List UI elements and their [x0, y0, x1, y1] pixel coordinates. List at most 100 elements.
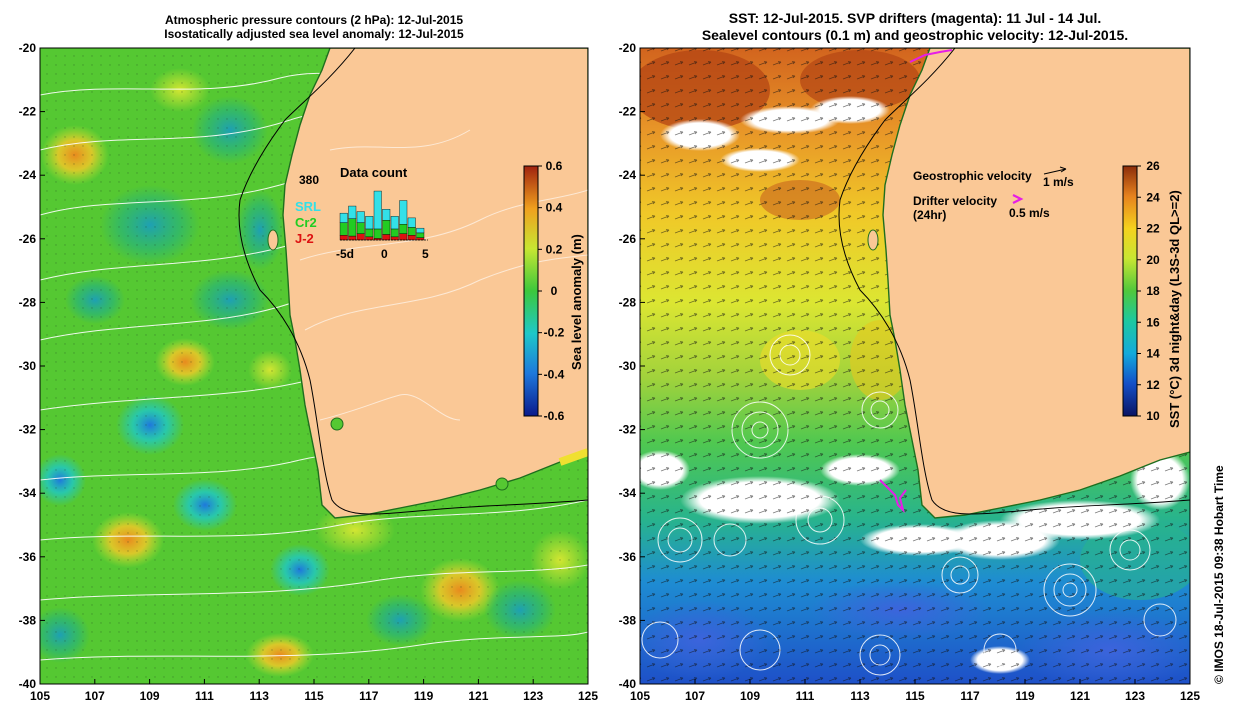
drifter-label-24hr: (24hr)	[913, 208, 946, 222]
data-count-bars	[339, 190, 425, 241]
australia-land-right	[867, 48, 1190, 519]
geostrophic-arrow-icon	[1043, 166, 1067, 175]
data-count-tick-1: 0	[381, 247, 388, 261]
data-count-bar-cr2	[373, 228, 382, 239]
data-count-bar-cr2	[416, 232, 425, 238]
right-y-tick-label: -26	[619, 232, 637, 246]
right-x-tick-label: 117	[960, 689, 980, 703]
right-x-tick-label: 111	[796, 689, 815, 703]
left-title-line2: Isostatically adjusted sea level anomaly…	[164, 27, 464, 41]
sst-colorbar-tick-label: 22	[1146, 222, 1160, 236]
data-count-bar-srl	[348, 205, 357, 219]
right-map	[640, 48, 1190, 684]
data-count-bar-j-2	[365, 236, 374, 241]
sst-colorbar-tick-label: 10	[1146, 409, 1160, 423]
left-y-tick-label: -30	[19, 359, 37, 373]
data-count-bar-j-2	[348, 235, 357, 241]
left-x-tick-label: 117	[359, 689, 379, 703]
left-map	[40, 48, 588, 684]
left-x-tick-label: 123	[523, 689, 543, 703]
right-y-tick-label: -38	[619, 613, 637, 627]
drifter-label: Drifter velocity	[913, 194, 997, 208]
data-count-bar-j-2	[399, 233, 408, 241]
right-x-tick-label: 107	[685, 689, 705, 703]
data-count-bar-srl	[399, 200, 408, 225]
data-count-tick-2: 5	[422, 247, 429, 261]
left-title: Atmospheric pressure contours (2 hPa): 1…	[40, 13, 588, 41]
data-count-bar-srl	[373, 190, 382, 230]
data-count-bar-cr2	[382, 220, 391, 235]
sla-colorbar-tick-label: 0.6	[546, 159, 563, 173]
data-count-title: Data count	[340, 165, 408, 180]
left-y-tick-label: -32	[19, 423, 37, 437]
data-count-bar-j-2	[339, 235, 348, 241]
right-y-tick-label: -20	[619, 41, 637, 55]
sst-colorbar-tick-label: 16	[1146, 315, 1160, 329]
data-count-bar-cr2	[365, 228, 374, 238]
data-count-bar-cr2	[390, 228, 399, 238]
sst-colorbar-tick-label: 24	[1146, 190, 1160, 204]
sla-colorbar-label: Sea level anomaly (m)	[569, 234, 584, 370]
sla-colorbar-tick-label: 0	[551, 284, 558, 298]
recherche-marker	[495, 477, 509, 491]
sla-colorbar-ticks: 0.6 0.4 0.2 0 -0.2 -0.4 -0.6	[538, 159, 565, 423]
sla-colorbar-gradient	[523, 165, 539, 417]
right-x-tick-label: 119	[1015, 689, 1035, 703]
right-title: SST: 12-Jul-2015. SVP drifters (magenta)…	[640, 10, 1190, 44]
sst-colorbar-ticks: 26 24 22 20 18 16 14 12 10	[1137, 159, 1160, 423]
right-x-tick-label: 115	[905, 689, 925, 703]
data-count-bar-srl	[390, 216, 399, 230]
right-title-line2: Sealevel contours (0.1 m) and geostrophi…	[701, 27, 1129, 43]
left-x-tick-label: 105	[30, 689, 50, 703]
data-count-bar-srl	[356, 211, 365, 223]
sla-colorbar-tick-label: 0.2	[546, 242, 563, 256]
bight-strip	[558, 448, 588, 466]
data-count-bar-cr2	[407, 227, 416, 236]
left-x-tick-label: 111	[195, 689, 214, 703]
right-y-tick-label: -28	[619, 295, 637, 309]
right-y-tick-label: -32	[619, 423, 637, 437]
data-count-bar-cr2	[356, 222, 365, 234]
right-x-tick-label: 105	[630, 689, 650, 703]
data-count-bar-cr2	[348, 218, 357, 237]
left-y-tick-label: -20	[19, 41, 37, 55]
data-count-bar-j-2	[356, 233, 365, 241]
sst-colorbar-gradient	[1122, 165, 1138, 417]
left-x-tick-label: 107	[85, 689, 105, 703]
left-y-tick-label: -24	[19, 168, 37, 182]
sst-colorbar: 26 24 22 20 18 16 14 12 10 SST (°C) 3d night&day…	[1122, 159, 1182, 428]
left-y-tick-label: -28	[19, 295, 37, 309]
right-axes: 105 107 109 111 113 115 117 119 121 123 125 -20 -22 -…	[619, 41, 1201, 703]
right-y-tick-label: -40	[619, 677, 637, 691]
right-y-tick-label: -36	[619, 550, 637, 564]
copyright: © IMOS 18-Jul-2015 09:38 Hobart Time	[1212, 465, 1226, 684]
left-x-tick-label: 109	[140, 689, 160, 703]
australia-land	[267, 48, 588, 519]
velocity-legend: Geostrophic velocity 1 m/s Drifter veloc…	[913, 166, 1074, 222]
left-x-tick-label: 121	[468, 689, 488, 703]
data-count-bar-cr2	[339, 222, 348, 236]
left-y-tick-label: -36	[19, 550, 37, 564]
shark-bay-island	[267, 229, 279, 251]
sst-colorbar-tick-label: 18	[1146, 284, 1160, 298]
geostrophic-label: Geostrophic velocity	[913, 169, 1032, 183]
sla-colorbar-tick-label: -0.6	[544, 409, 565, 423]
sla-colorbar-tick-label: -0.4	[544, 367, 565, 381]
right-x-tick-label: 123	[1125, 689, 1145, 703]
data-count-bar-srl	[416, 227, 425, 234]
data-count-bar-cr2	[399, 224, 408, 234]
data-count-bar-j-2	[407, 235, 416, 241]
left-y-tick-label: -38	[19, 613, 37, 627]
data-count-bar-srl	[382, 209, 391, 221]
sealevel-contours	[641, 334, 1177, 676]
sla-colorbar: 0.6 0.4 0.2 0 -0.2 -0.4 -0.6 Sea level anomaly…	[523, 159, 584, 423]
drifter-speed: 0.5 m/s	[1009, 206, 1050, 220]
shark-bay-island-right	[867, 229, 879, 251]
sst-colorbar-tick-label: 14	[1146, 347, 1160, 361]
sst-colorbar-tick-label: 20	[1146, 253, 1160, 267]
data-count-bar-srl	[407, 217, 416, 228]
data-count-tick-0: -5d	[336, 247, 354, 261]
data-count-bar-srl	[365, 216, 374, 230]
drifter-track-north	[909, 49, 953, 63]
